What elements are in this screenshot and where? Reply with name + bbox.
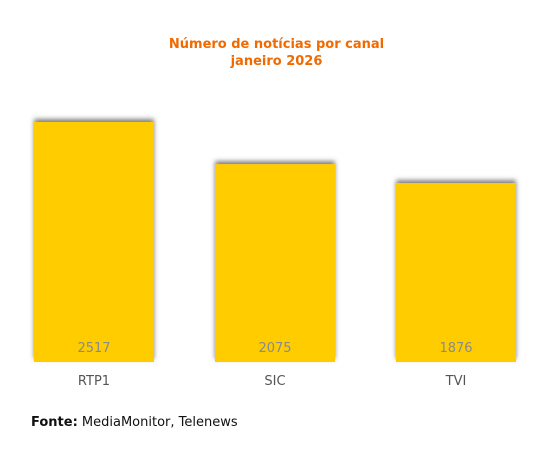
data-label-sic: 2075 <box>258 341 291 356</box>
x-tick-label-tvi: TVI <box>445 374 467 389</box>
data-label-tvi: 1876 <box>439 341 472 356</box>
chart-title-line: Número de notícias por canal <box>168 37 385 52</box>
source-label: Fonte: <box>31 415 78 430</box>
bar-sic <box>215 164 335 362</box>
bars-layer <box>34 122 516 362</box>
x-tick-labels: RTP1 SIC TVI <box>78 374 466 389</box>
x-tick-label-rtp1: RTP1 <box>78 374 110 389</box>
x-tick-label-sic: SIC <box>264 374 285 389</box>
chart-subtitle-line: janeiro 2026 <box>230 54 323 69</box>
data-label-rtp1: 2517 <box>77 341 110 356</box>
value-labels-layer: 2517 2075 1876 <box>77 341 472 356</box>
bar-rtp1 <box>34 122 154 362</box>
chart-title: Número de notícias por canal janeiro 202… <box>0 36 553 70</box>
bar-tvi <box>396 183 516 362</box>
source-note: Fonte: MediaMonitor, Telenews <box>31 415 238 430</box>
source-text: MediaMonitor, Telenews <box>81 415 238 430</box>
